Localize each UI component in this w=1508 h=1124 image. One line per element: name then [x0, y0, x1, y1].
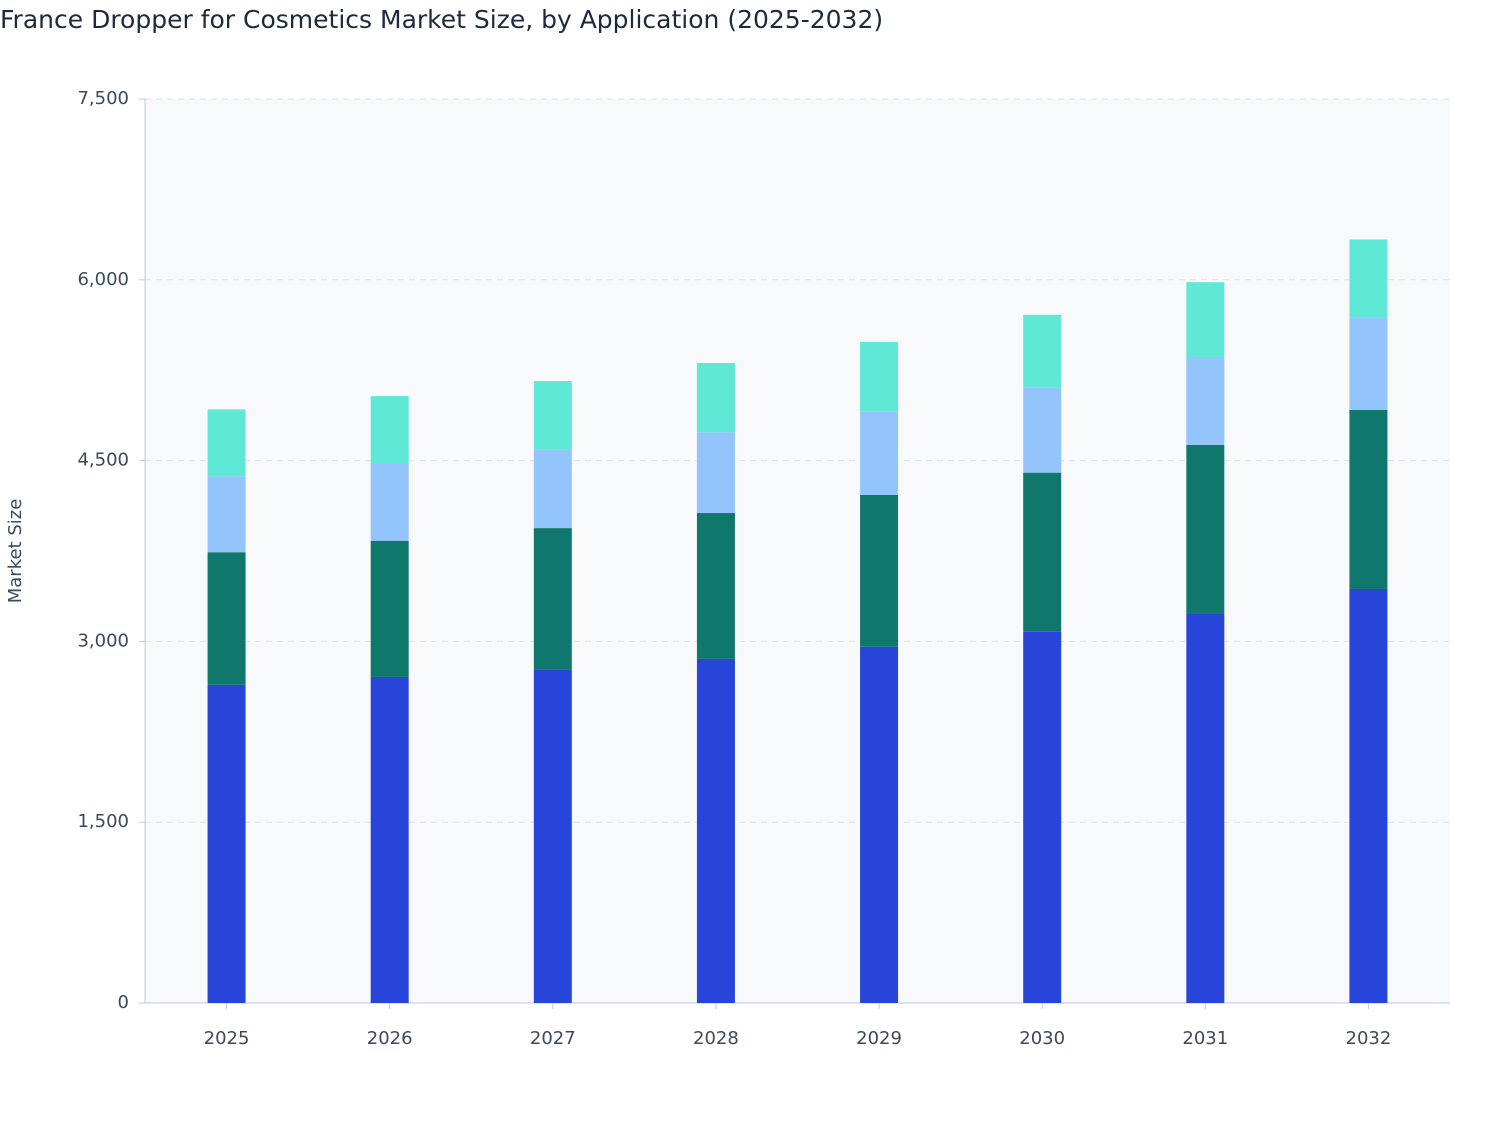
x-tick-label: 2032 — [1346, 1028, 1392, 1049]
bar-segment — [1186, 282, 1225, 357]
bar-segment — [370, 396, 409, 464]
x-tick-label: 2031 — [1182, 1028, 1228, 1049]
bar-segment — [207, 684, 246, 1003]
y-tick-label: 0 — [118, 992, 129, 1013]
bar-segment — [1349, 239, 1388, 318]
bar-segment — [696, 432, 735, 514]
bar-segment — [860, 494, 899, 647]
bar-segment — [370, 676, 409, 1003]
bar-segment — [860, 646, 899, 1003]
plot-area — [145, 99, 1450, 1003]
bar-segment — [1023, 387, 1062, 473]
x-tick-label: 2027 — [530, 1028, 576, 1049]
y-tick-label: 1,500 — [77, 811, 129, 832]
bar-segment — [1023, 472, 1062, 632]
y-tick-label: 7,500 — [77, 88, 129, 109]
bar-segment — [860, 341, 899, 412]
bar-segment — [696, 513, 735, 659]
bar-segment — [1186, 444, 1225, 614]
y-tick-label: 4,500 — [77, 450, 129, 471]
bar-segment — [533, 449, 572, 529]
y-tick-label: 3,000 — [77, 630, 129, 651]
bar-segment — [533, 528, 572, 670]
bar-segment — [1186, 613, 1225, 1003]
bar-segment — [533, 669, 572, 1003]
bar-segment — [1349, 317, 1388, 410]
bar-segment — [370, 463, 409, 541]
bar-segment — [1349, 588, 1388, 1003]
bar-segment — [1023, 631, 1062, 1003]
bar-segment — [370, 540, 409, 677]
x-tick-label: 2029 — [856, 1028, 902, 1049]
bar-segment — [207, 476, 246, 553]
bar-segment — [1023, 314, 1062, 388]
y-axis-label: Market Size — [5, 499, 26, 604]
bar-segment — [207, 552, 246, 685]
x-tick-label: 2025 — [204, 1028, 250, 1049]
bar-segment — [1186, 356, 1225, 445]
chart-title: France Dropper for Cosmetics Market Size… — [0, 5, 883, 34]
x-tick-label: 2030 — [1019, 1028, 1065, 1049]
bar-segment — [696, 362, 735, 433]
bar-segment — [860, 411, 899, 495]
x-tick-label: 2028 — [693, 1028, 739, 1049]
y-tick-label: 6,000 — [77, 269, 129, 290]
x-tick-label: 2026 — [367, 1028, 413, 1049]
bar-segment — [696, 658, 735, 1003]
bar-segment — [533, 381, 572, 450]
bar-segment — [207, 409, 246, 477]
bar-segment — [1349, 409, 1388, 589]
